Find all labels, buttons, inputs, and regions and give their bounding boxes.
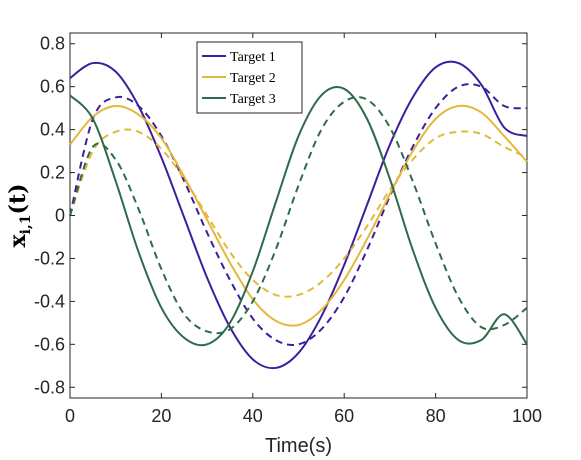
y-axis-label-var: x (5, 234, 31, 248)
y-tick-label: 0.4 (40, 120, 65, 140)
x-tick-label: 0 (65, 406, 75, 426)
y-tick-label: 0.8 (40, 34, 65, 54)
series-line-6-dashed (69, 96, 528, 335)
series-line-5-solid (69, 86, 528, 347)
series-group (69, 60, 528, 370)
series-line-3-solid (69, 104, 528, 327)
y-axis: -0.8 -0.6 -0.4 -0.2 0 0.2 0.4 0.6 0.8 (34, 34, 527, 397)
y-tick-label: -0.2 (34, 248, 65, 268)
x-axis-label: Time(s) (265, 435, 332, 457)
y-tick-label: -0.6 (34, 334, 65, 354)
legend-entry-label: Target 2 (230, 71, 276, 86)
x-axis: 0 20 40 60 80 100 (65, 33, 542, 426)
x-tick-label: 20 (151, 406, 171, 426)
y-tick-label: 0.2 (40, 163, 65, 183)
x-tick-label: 40 (243, 406, 263, 426)
y-axis-label-subscript: i,1 (18, 214, 34, 234)
y-tick-label: -0.8 (34, 377, 65, 397)
series-line-4-dashed (69, 128, 528, 298)
x-tick-label: 100 (512, 406, 542, 426)
x-tick-label: 80 (426, 406, 446, 426)
legend-entry-label: Target 1 (230, 50, 276, 65)
y-axis-label-arg: (t) (5, 183, 31, 214)
y-tick-label: -0.4 (34, 291, 65, 311)
series-line-1-solid (69, 60, 528, 370)
legend-entry-label: Target 3 (230, 92, 276, 107)
y-tick-label: 0.6 (40, 77, 65, 97)
y-axis-label: xi,1(t) (5, 183, 34, 247)
series-line-2-dashed (69, 83, 528, 347)
legend: Target 1 Target 2 Target 3 (196, 41, 303, 114)
x-tick-label: 60 (334, 406, 354, 426)
y-tick-label: 0 (55, 206, 65, 226)
